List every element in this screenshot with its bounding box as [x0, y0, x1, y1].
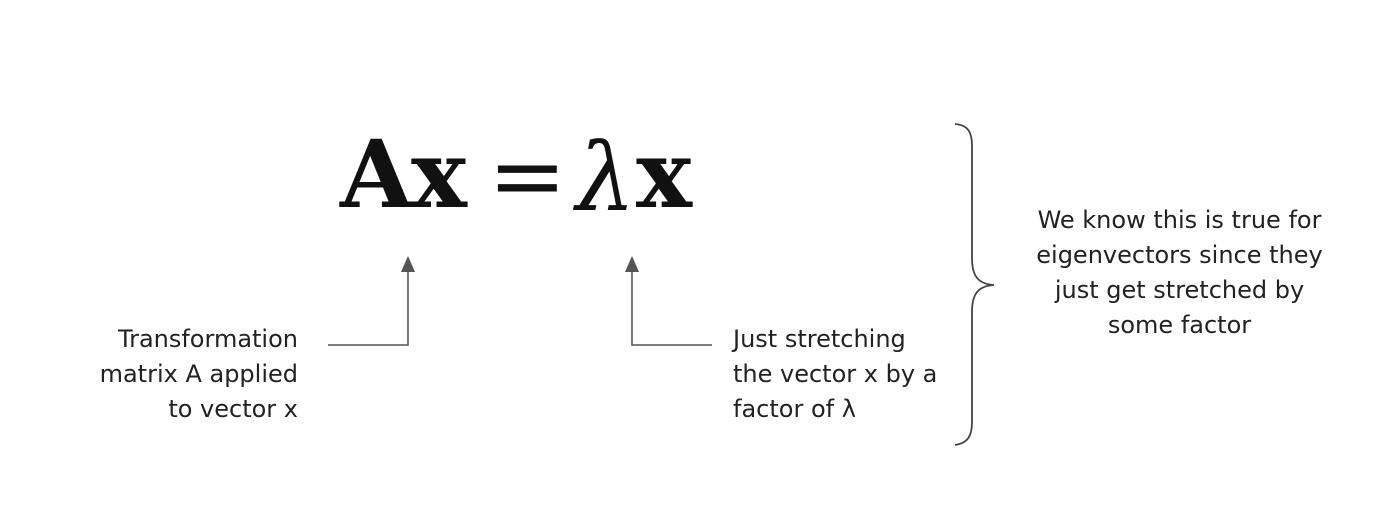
annotation-left-line-3: to vector x	[168, 395, 298, 423]
annotation-middle-line-1: Just stretching	[733, 325, 906, 353]
left-arrowhead-icon	[401, 256, 415, 272]
eigen-equation: Ax = λ x	[340, 128, 700, 248]
annotation-middle-line-3: factor of λ	[733, 395, 856, 423]
annotation-right-line-2: eigenvectors since they	[1036, 241, 1323, 269]
middle-arrow	[625, 256, 712, 346]
annotation-right-line-4: some factor	[1107, 311, 1252, 339]
equation-lhs: Ax	[340, 120, 467, 230]
equation-rhs-vector: x	[636, 120, 693, 230]
right-curly-brace-icon	[954, 123, 995, 446]
equation-lambda: λ	[576, 124, 636, 233]
annotation-right-line-3: just get stretched by	[1054, 276, 1305, 304]
middle-arrowhead-icon	[625, 256, 639, 272]
annotation-right: We know this is true for eigenvectors si…	[1022, 203, 1337, 343]
annotation-left: Transformation matrix A applied to vecto…	[70, 322, 298, 427]
annotation-middle-line-2: the vector x by a	[733, 360, 938, 388]
annotation-left-line-1: Transformation	[117, 325, 298, 353]
equation-equals: =	[488, 122, 567, 231]
annotation-right-line-1: We know this is true for	[1037, 206, 1322, 234]
annotation-middle: Just stretching the vector x by a factor…	[733, 322, 973, 427]
left-arrow	[328, 256, 415, 346]
annotation-left-line-2: matrix A applied	[99, 360, 298, 388]
